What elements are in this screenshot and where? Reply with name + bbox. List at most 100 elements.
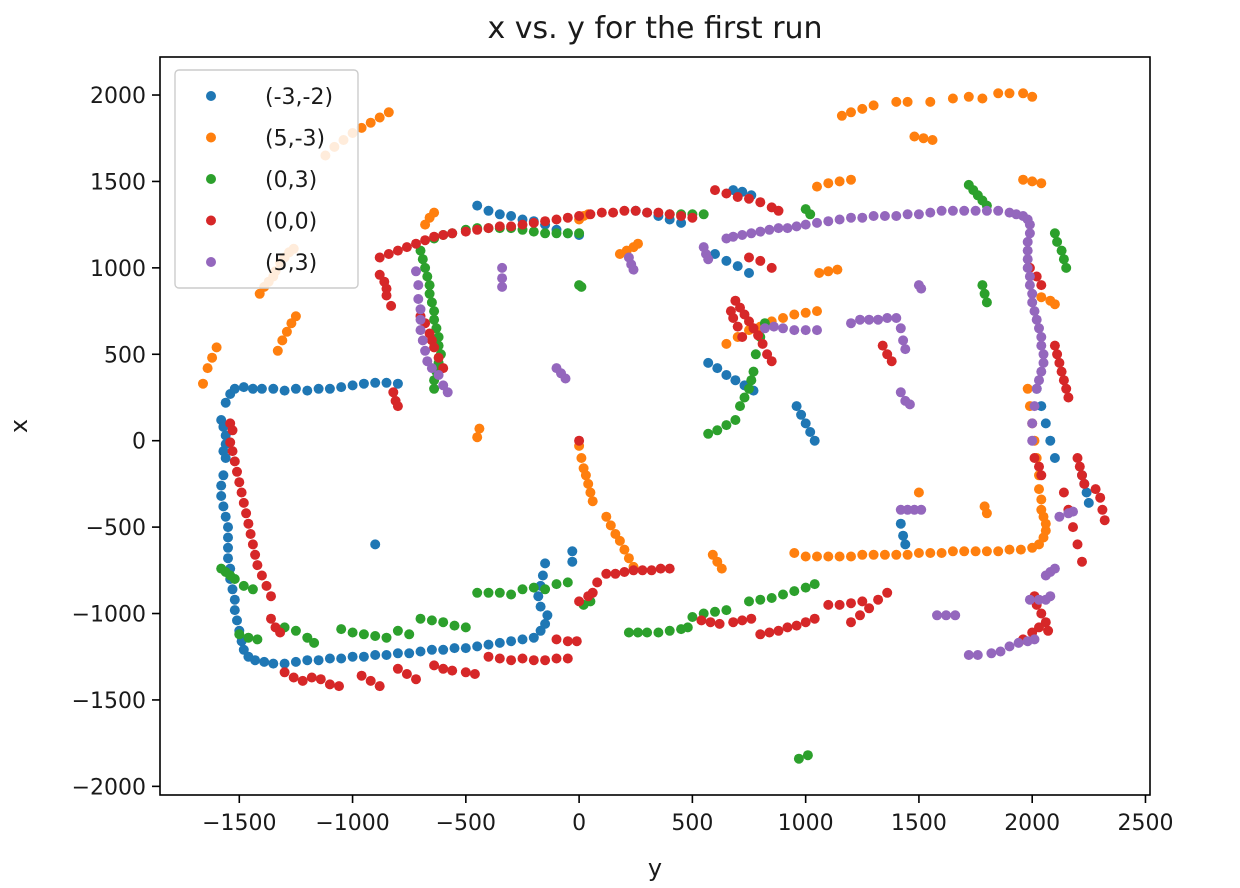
data-point	[596, 207, 607, 218]
data-point	[585, 209, 596, 220]
data-point	[537, 570, 548, 581]
data-point	[1054, 357, 1065, 368]
data-point	[879, 549, 890, 560]
data-point	[750, 349, 761, 360]
data-point	[506, 655, 517, 666]
data-point	[540, 228, 551, 239]
data-point	[1027, 91, 1038, 102]
data-point	[1036, 504, 1047, 515]
legend-label: (-3,-2)	[265, 85, 333, 110]
data-point	[1054, 511, 1065, 522]
data-point	[739, 392, 750, 403]
data-point	[585, 487, 596, 498]
data-point	[900, 539, 911, 550]
data-point	[882, 587, 893, 598]
data-point	[891, 211, 902, 221]
data-point	[1036, 178, 1047, 189]
data-point	[959, 546, 970, 557]
data-point	[753, 330, 764, 341]
data-point	[846, 107, 856, 118]
data-point	[1061, 262, 1072, 273]
data-point	[916, 504, 927, 515]
data-point	[721, 420, 732, 431]
data-point	[721, 370, 732, 380]
data-point	[1038, 349, 1049, 360]
data-point	[259, 656, 270, 667]
data-point	[392, 378, 403, 389]
data-point	[415, 613, 426, 624]
data-point	[415, 314, 426, 325]
data-point	[963, 650, 974, 660]
data-point	[832, 264, 843, 275]
data-point	[576, 281, 587, 292]
data-point	[932, 610, 942, 621]
data-point	[728, 313, 739, 323]
x-tick-label: 2000	[1004, 811, 1060, 836]
data-point	[836, 110, 847, 121]
data-point	[358, 378, 369, 389]
data-point	[381, 377, 392, 388]
y-tick-label: 500	[104, 343, 146, 368]
data-point	[266, 591, 276, 602]
data-point	[392, 245, 403, 256]
data-point	[891, 549, 902, 560]
data-point	[494, 587, 505, 598]
legend-entry: (5,-3)	[206, 127, 325, 152]
data-point	[782, 622, 793, 633]
data-point	[1024, 228, 1035, 239]
data-point	[227, 446, 238, 457]
legend-marker	[206, 174, 216, 184]
data-point	[279, 667, 290, 678]
data-point	[277, 335, 288, 346]
data-point	[877, 340, 888, 351]
series-3	[225, 185, 1110, 692]
data-point	[732, 321, 743, 332]
data-point	[900, 344, 911, 355]
data-point	[220, 511, 231, 522]
data-point	[789, 325, 800, 336]
data-point	[766, 593, 777, 603]
data-point	[721, 605, 732, 616]
data-point	[309, 637, 320, 648]
data-point	[710, 606, 720, 617]
legend: (-3,-2) (5,-3) (0,3) (0,0) (5,3)	[174, 69, 359, 289]
data-point	[1036, 292, 1047, 303]
data-point	[404, 648, 415, 659]
data-point	[279, 385, 290, 396]
data-point	[302, 385, 313, 396]
data-point	[868, 211, 879, 221]
data-point	[497, 262, 508, 273]
data-point	[873, 594, 884, 605]
data-point	[773, 625, 784, 636]
data-point	[1027, 435, 1038, 446]
data-point	[664, 625, 675, 636]
data-point	[947, 93, 958, 104]
data-point	[902, 209, 913, 220]
data-point	[823, 551, 834, 562]
data-point	[420, 345, 431, 356]
data-point	[1049, 563, 1060, 574]
data-point	[977, 93, 988, 104]
data-point	[356, 122, 367, 133]
data-point	[628, 565, 639, 576]
data-point	[873, 314, 884, 325]
x-axis: −1500 −1000 −500 0 500 1000 1500 2000 2500	[202, 795, 1173, 836]
data-point	[791, 620, 802, 631]
data-point	[1024, 280, 1035, 291]
data-point	[429, 342, 440, 353]
data-point	[800, 551, 811, 562]
data-point	[1029, 453, 1040, 463]
data-point	[1058, 375, 1069, 386]
data-point	[225, 437, 236, 448]
data-point	[279, 658, 290, 669]
data-point	[272, 345, 283, 356]
data-point	[800, 307, 811, 318]
data-point	[551, 228, 562, 239]
data-point	[392, 401, 403, 412]
data-point	[913, 487, 924, 498]
data-point	[655, 563, 666, 574]
data-point	[433, 370, 444, 380]
data-point	[809, 579, 820, 590]
data-point	[401, 669, 412, 679]
